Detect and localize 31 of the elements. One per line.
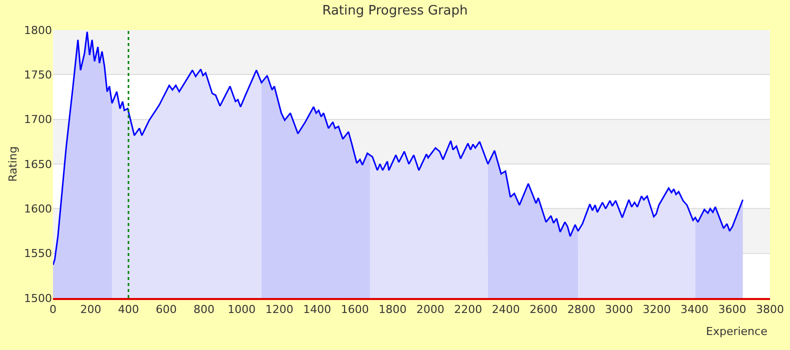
x-tick-label: 2600 — [530, 302, 558, 316]
x-tick-label: 1600 — [340, 302, 369, 316]
x-tick-label: 600 — [156, 302, 177, 316]
y-tick-label: 1500 — [24, 292, 52, 305]
x-tick-label: 3800 — [756, 302, 784, 316]
line-series — [53, 31, 744, 266]
y-tick-label: 1700 — [24, 113, 52, 126]
x-tick-label: 2400 — [492, 302, 520, 316]
x-tick-label: 1400 — [303, 302, 332, 316]
y-tick-label: 1600 — [24, 202, 52, 216]
chart-title: Rating Progress Graph — [322, 3, 468, 18]
x-tick-label: 3000 — [605, 302, 634, 316]
x-axis-title: Experience — [706, 325, 768, 338]
x-tick-label: 400 — [118, 302, 139, 316]
x-tick-label: 2800 — [567, 302, 596, 316]
x-tick-label: 3400 — [680, 302, 709, 316]
x-tick-label: 1800 — [378, 302, 407, 316]
x-tick-label: 800 — [193, 302, 214, 316]
y-tick-label: 1750 — [24, 68, 52, 82]
y-tick-label: 1550 — [24, 247, 52, 260]
y-tick-label: 1800 — [24, 24, 52, 37]
x-tick-label: 3600 — [718, 302, 746, 316]
x-tick-label: 200 — [80, 302, 102, 316]
x-tick-label: 1000 — [228, 302, 256, 316]
y-axis-title: Rating — [6, 146, 20, 182]
x-tick-label: 1200 — [265, 302, 294, 316]
x-tick-label: 3200 — [642, 302, 671, 316]
y-tick-label: 1650 — [24, 158, 52, 171]
x-tick-label: 0 — [50, 302, 56, 316]
x-tick-label: 2000 — [416, 302, 444, 316]
x-tick-label: 2200 — [454, 302, 482, 316]
